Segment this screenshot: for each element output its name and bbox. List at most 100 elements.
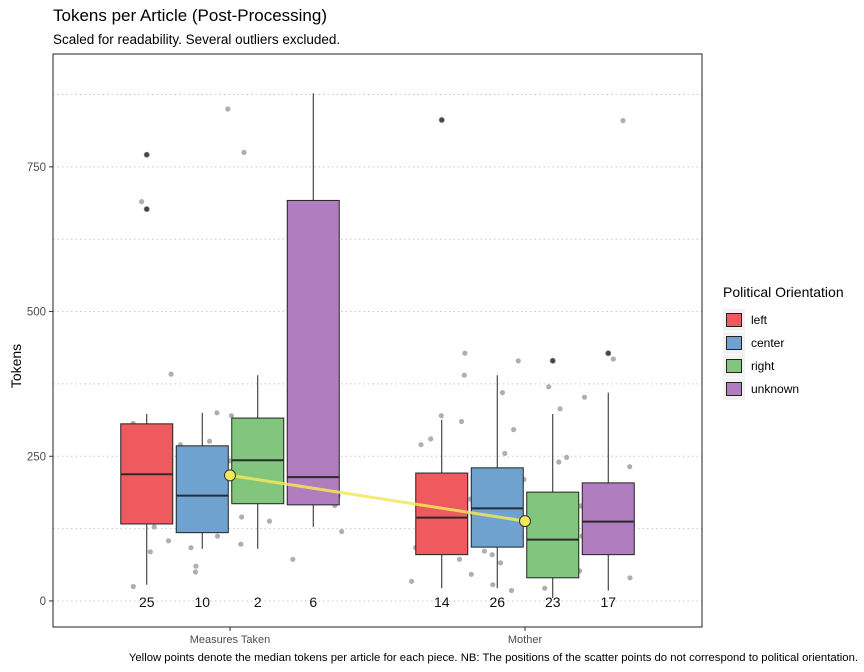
scatter-point — [490, 582, 496, 588]
legend-item-unknown: unknown — [723, 377, 844, 400]
outlier-point — [605, 350, 612, 357]
legend-swatch-left — [726, 312, 742, 327]
scatter-point — [546, 384, 552, 390]
legend-item-center: center — [723, 331, 844, 354]
y-tick-label: 0 — [40, 596, 46, 608]
count-label: 17 — [600, 594, 616, 610]
median-point — [224, 469, 236, 482]
scatter-point — [168, 371, 174, 377]
chart-caption: Yellow points denote the median tokens p… — [128, 652, 858, 664]
legend-key — [723, 331, 745, 354]
y-tick-label: 750 — [27, 162, 46, 174]
count-label: 26 — [489, 594, 505, 610]
box-left — [415, 472, 469, 556]
box-center — [175, 445, 229, 534]
legend-label: unknown — [751, 381, 800, 396]
outlier-point — [549, 357, 556, 364]
chart-subtitle: Scaled for readability. Several outliers… — [53, 32, 341, 47]
scatter-point — [515, 358, 521, 364]
scatter-point — [214, 410, 220, 416]
scatter-point — [627, 575, 633, 581]
scatter-point — [542, 585, 548, 591]
scatter-point — [193, 563, 199, 569]
median-line-layer — [224, 469, 531, 528]
x-tick-label: Mother — [508, 634, 543, 646]
scatter-point — [188, 545, 194, 551]
y-tick-label: 250 — [27, 451, 46, 463]
scatter-point — [290, 556, 296, 562]
count-label-layer: 25 14 10 26 2 23 6 17 — [139, 594, 616, 610]
legend-label: center — [751, 335, 785, 350]
panel-border — [52, 53, 703, 628]
scatter-point — [462, 350, 468, 356]
legend-label: right — [751, 358, 775, 373]
chart-title: Tokens per Article (Post-Processing) — [53, 6, 327, 25]
y-tick-label: 500 — [27, 307, 46, 319]
scatter-point — [139, 199, 145, 205]
count-label: 14 — [434, 594, 450, 610]
scatter-point — [228, 413, 235, 419]
scatter-point — [620, 118, 626, 124]
axis-layer: 0 250 500 750 Measures Taken Mother — [27, 53, 703, 646]
scatter-point — [266, 518, 273, 524]
box-unknown — [286, 199, 340, 506]
scatter-point — [418, 442, 424, 448]
legend-swatch-center — [726, 335, 742, 350]
count-label: 6 — [309, 594, 317, 610]
scatter-point — [557, 406, 563, 412]
scatter-point — [489, 552, 495, 558]
scatter-point — [214, 533, 221, 539]
legend: Political Orientation left center right unk… — [723, 284, 844, 400]
scatter-point — [497, 560, 504, 566]
legend-swatch-right — [726, 358, 742, 373]
box-layer — [120, 93, 635, 599]
scatter-point — [438, 413, 444, 419]
box-right — [526, 491, 580, 579]
x-tick-label: Measures Taken — [190, 634, 271, 646]
outlier-point — [143, 206, 150, 213]
legend-label: left — [751, 312, 768, 327]
scatter-point — [165, 538, 172, 544]
scatter-point — [461, 372, 467, 378]
scatter-point — [428, 436, 434, 442]
scatter-point — [241, 149, 247, 155]
scatter-point — [147, 549, 153, 555]
median-point — [519, 515, 531, 528]
scatter-point — [238, 541, 244, 547]
count-label: 10 — [194, 594, 210, 610]
scatter-point — [130, 583, 136, 590]
scatter-point — [502, 450, 508, 456]
scatter-point — [510, 427, 517, 433]
legend-item-left: left — [723, 308, 844, 331]
scatter-point — [581, 394, 588, 400]
scatter-point — [468, 571, 474, 577]
legend-swatch-unknown — [726, 381, 742, 396]
scatter-point — [225, 106, 231, 112]
outlier-point — [438, 116, 445, 123]
scatter-point — [627, 464, 633, 470]
legend-item-right: right — [723, 354, 844, 377]
outlier-point — [143, 151, 150, 158]
count-label: 2 — [254, 594, 262, 610]
box-unknown — [581, 482, 635, 556]
scatter-point — [339, 528, 345, 535]
legend-key — [723, 377, 745, 400]
legend-items: left center right unknown — [723, 308, 844, 400]
scatter-point — [151, 524, 157, 530]
scatter-point — [456, 556, 463, 562]
scatter-point — [481, 548, 487, 554]
legend-title: Political Orientation — [723, 284, 844, 300]
scatter-point — [556, 459, 562, 465]
count-label: 23 — [545, 594, 561, 610]
scatter-point — [499, 390, 505, 396]
legend-key — [723, 308, 745, 331]
scatter-point — [458, 418, 465, 425]
scatter-point — [610, 356, 616, 362]
scatter-point — [239, 514, 245, 520]
legend-key — [723, 354, 745, 377]
scatter-point — [192, 569, 199, 575]
count-label: 25 — [139, 594, 155, 610]
median-trend-line — [229, 473, 526, 523]
scatter-point — [206, 438, 213, 444]
